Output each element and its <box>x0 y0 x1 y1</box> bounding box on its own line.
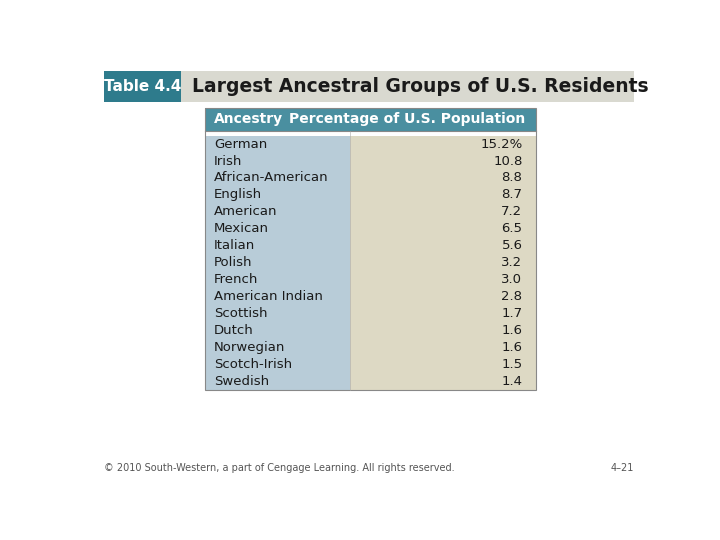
Bar <box>204 153 351 170</box>
Bar <box>204 204 351 220</box>
Text: 6.5: 6.5 <box>501 222 523 235</box>
Text: 1.6: 1.6 <box>501 324 523 337</box>
Bar <box>204 220 351 237</box>
Bar <box>204 186 351 204</box>
Text: Scotch-Irish: Scotch-Irish <box>214 358 292 371</box>
Bar <box>204 108 536 390</box>
Bar <box>351 373 536 390</box>
Text: Percentage of U.S. Population: Percentage of U.S. Population <box>289 112 526 126</box>
Text: Largest Ancestral Groups of U.S. Residents: Largest Ancestral Groups of U.S. Residen… <box>192 77 649 96</box>
Text: Irish: Irish <box>214 154 243 167</box>
Bar <box>351 356 536 373</box>
Bar <box>204 339 351 356</box>
Text: German: German <box>214 138 267 151</box>
Bar <box>204 254 351 271</box>
Text: Dutch: Dutch <box>214 324 253 337</box>
Bar <box>351 186 536 204</box>
Bar <box>204 288 351 305</box>
Bar <box>351 170 536 186</box>
Text: Polish: Polish <box>214 256 253 269</box>
Text: Italian: Italian <box>214 239 256 252</box>
Text: African-American: African-American <box>214 172 328 185</box>
Bar <box>204 271 351 288</box>
Bar <box>204 170 351 186</box>
Text: 15.2%: 15.2% <box>480 138 523 151</box>
Bar <box>351 220 536 237</box>
Text: 10.8: 10.8 <box>493 154 523 167</box>
Bar <box>204 373 351 390</box>
Bar <box>351 254 536 271</box>
Bar <box>351 339 536 356</box>
Bar <box>351 271 536 288</box>
Bar <box>351 322 536 339</box>
Text: Scottish: Scottish <box>214 307 268 320</box>
Text: Swedish: Swedish <box>214 375 269 388</box>
Text: 8.7: 8.7 <box>501 188 523 201</box>
Text: 8.8: 8.8 <box>502 172 523 185</box>
Bar <box>204 237 351 254</box>
Bar <box>204 322 351 339</box>
Text: Norwegian: Norwegian <box>214 341 285 354</box>
Bar <box>104 71 181 102</box>
Bar <box>204 305 351 322</box>
Text: 1.4: 1.4 <box>501 375 523 388</box>
Bar <box>104 71 634 102</box>
Text: 7.2: 7.2 <box>501 205 523 218</box>
Text: Table 4.4: Table 4.4 <box>104 79 181 94</box>
Bar <box>351 204 536 220</box>
Text: Ancestry: Ancestry <box>214 112 283 126</box>
Bar <box>351 237 536 254</box>
Text: 5.6: 5.6 <box>501 239 523 252</box>
Bar <box>351 153 536 170</box>
Bar <box>204 356 351 373</box>
Bar <box>204 108 536 131</box>
Bar <box>351 136 536 153</box>
Text: French: French <box>214 273 258 286</box>
Text: 3.2: 3.2 <box>501 256 523 269</box>
Text: 1.7: 1.7 <box>501 307 523 320</box>
Text: Mexican: Mexican <box>214 222 269 235</box>
Text: 3.0: 3.0 <box>501 273 523 286</box>
Text: American Indian: American Indian <box>214 290 323 303</box>
Bar <box>351 305 536 322</box>
Text: 4–21: 4–21 <box>611 463 634 473</box>
Text: American: American <box>214 205 277 218</box>
Bar <box>351 288 536 305</box>
Text: © 2010 South-Western, a part of Cengage Learning. All rights reserved.: © 2010 South-Western, a part of Cengage … <box>104 463 454 473</box>
Bar <box>204 136 351 153</box>
Text: 1.5: 1.5 <box>501 358 523 371</box>
Text: 1.6: 1.6 <box>501 341 523 354</box>
Text: English: English <box>214 188 262 201</box>
Text: 2.8: 2.8 <box>501 290 523 303</box>
